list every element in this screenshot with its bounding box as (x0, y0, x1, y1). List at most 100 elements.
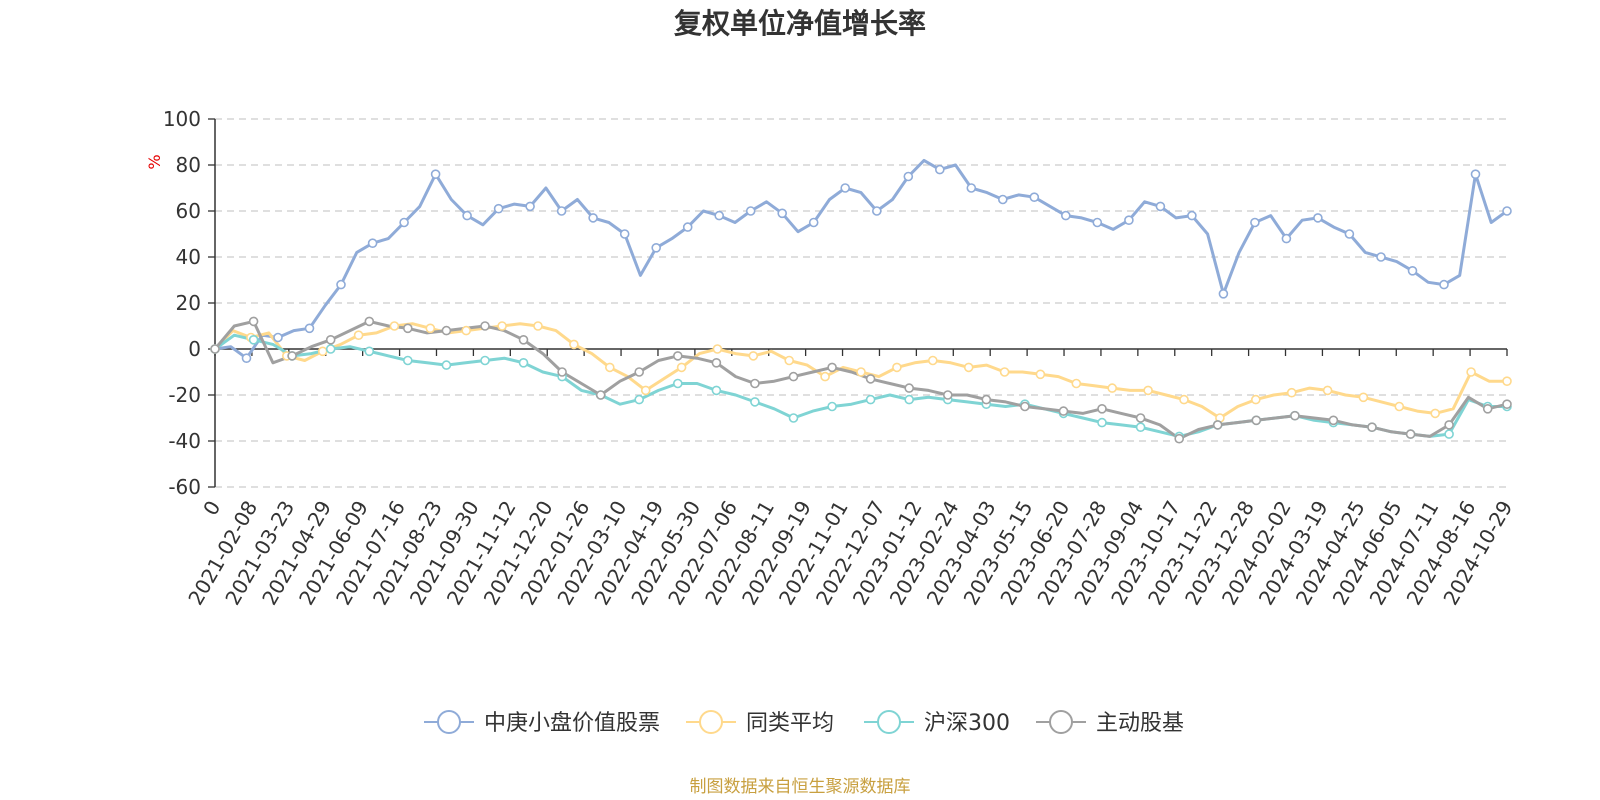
series-point (1029, 192, 1040, 202)
series-point (248, 316, 259, 327)
series-point (1376, 252, 1386, 262)
series-point (1407, 265, 1418, 276)
series-point (1218, 288, 1229, 299)
series-point (353, 330, 364, 341)
series-point (750, 397, 760, 407)
series-point (865, 394, 876, 405)
series-point (1281, 233, 1292, 244)
series-point (325, 334, 336, 345)
x-tick-label: 0 (198, 497, 225, 520)
series-point (827, 401, 837, 412)
series-point (364, 346, 375, 357)
series-point (1439, 279, 1449, 290)
series-point (480, 355, 490, 366)
series-point (462, 210, 472, 221)
series-point (1071, 378, 1082, 389)
series-point (1313, 213, 1323, 223)
series-point (1405, 429, 1416, 439)
series-point (557, 367, 567, 377)
series-point (425, 323, 436, 334)
series-point (518, 357, 529, 368)
series-point (904, 383, 915, 393)
series-point (461, 325, 472, 336)
series-point (750, 378, 760, 389)
series-point (1061, 210, 1071, 221)
series-point (569, 339, 579, 350)
y-tick-label: 20 (176, 291, 201, 315)
series-point (1502, 376, 1512, 387)
y-tick-label: 100 (163, 107, 201, 131)
series-point (672, 351, 683, 361)
series-point (304, 323, 315, 334)
series-point (1251, 394, 1261, 405)
series-point (1020, 401, 1030, 412)
series-point (1092, 217, 1103, 228)
chart-title: 复权单位净值增长率 (674, 7, 926, 40)
series-point (1466, 367, 1476, 377)
data-source-note: 制图数据来自恒生聚源数据库 (690, 777, 911, 797)
series-point (711, 385, 722, 396)
series-point (1135, 422, 1146, 433)
series-point (1058, 406, 1069, 416)
series-point (934, 164, 945, 175)
series-point (525, 201, 535, 212)
series-point (556, 206, 567, 216)
series-point (1097, 403, 1107, 414)
series-point (402, 355, 413, 366)
series-point (248, 334, 259, 345)
series-point (788, 371, 799, 382)
series-point (1367, 422, 1377, 433)
legend-label: 中庚小盘价值股票 (484, 711, 660, 736)
series-point (672, 378, 683, 389)
series-point (856, 367, 866, 377)
series-point (1502, 399, 1512, 410)
series-point (1143, 385, 1153, 396)
series-point (682, 222, 693, 232)
legend-marker (437, 710, 461, 734)
series-point (827, 362, 837, 373)
series-point (745, 206, 756, 216)
series-point (533, 321, 543, 331)
series-point (904, 394, 915, 405)
series-point (1212, 420, 1223, 430)
series-point (441, 325, 452, 336)
series-point (402, 323, 413, 334)
series-point (784, 355, 795, 366)
y-tick-label: 40 (176, 245, 201, 269)
series-point (336, 279, 346, 290)
series-line (214, 158, 1508, 360)
series-point (1097, 417, 1107, 428)
series-point (325, 344, 336, 354)
series-point (518, 334, 529, 345)
series-point (808, 217, 819, 228)
series-point (865, 374, 876, 384)
series-point (712, 344, 723, 354)
series-point (1444, 420, 1454, 430)
grid-lines (215, 118, 1507, 488)
series-point (748, 351, 759, 361)
series-point (364, 316, 375, 327)
y-tick-label: 80 (176, 153, 201, 177)
y-tick-label: 60 (176, 199, 201, 223)
series-point (1470, 169, 1481, 179)
series-point (480, 321, 490, 331)
series-point (714, 210, 725, 221)
series-point (1035, 369, 1046, 380)
series-point (981, 394, 992, 405)
series-lines (213, 158, 1508, 441)
series-point (1502, 206, 1512, 216)
series-point (927, 355, 938, 366)
series-point (441, 360, 452, 370)
series-point (1394, 401, 1405, 412)
series-point (1250, 217, 1260, 228)
series-point (840, 183, 851, 193)
y-tick-label: -60 (168, 475, 201, 499)
series-point (604, 362, 615, 373)
x-tick-labels: 02021-02-082021-03-232021-04-292021-06-0… (183, 496, 1517, 609)
legend-label: 主动股基 (1096, 711, 1184, 736)
series-point (1187, 210, 1197, 221)
y-tick-label: 0 (188, 337, 201, 361)
series-point (399, 217, 409, 228)
legend-label: 沪深300 (924, 711, 1010, 736)
